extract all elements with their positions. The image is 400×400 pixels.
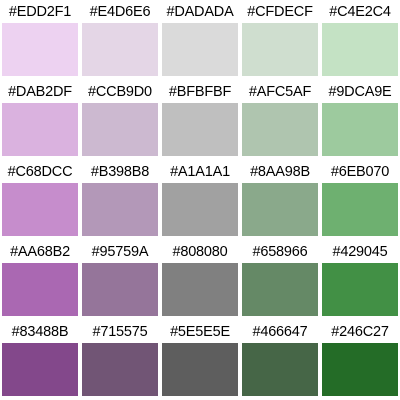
swatch-color-block — [322, 23, 398, 76]
swatch-cell: #246C27 — [320, 320, 400, 400]
swatch-cell: #AFC5AF — [240, 80, 320, 160]
swatch-color-block — [322, 183, 398, 236]
swatch-hex-label: #8AA98B — [250, 164, 310, 180]
swatch-cell: #95759A — [80, 240, 160, 320]
swatch-color-block — [162, 103, 238, 156]
swatch-cell: #E4D6E6 — [80, 0, 160, 80]
swatch-cell: #AA68B2 — [0, 240, 80, 320]
swatch-cell: #5E5E5E — [160, 320, 240, 400]
swatch-hex-label: #429045 — [332, 244, 388, 260]
swatch-color-block — [2, 343, 78, 396]
swatch-hex-label: #BFBFBF — [168, 84, 232, 100]
swatch-color-block — [82, 183, 158, 236]
swatch-hex-label: #B398B8 — [90, 164, 150, 180]
swatch-color-block — [2, 183, 78, 236]
swatch-hex-label: #AFC5AF — [248, 84, 312, 100]
swatch-hex-label: #466647 — [252, 324, 308, 340]
swatch-cell: #B398B8 — [80, 160, 160, 240]
swatch-hex-label: #715575 — [92, 324, 148, 340]
swatch-cell: #658966 — [240, 240, 320, 320]
swatch-cell: #CFDECF — [240, 0, 320, 80]
swatch-hex-label: #DADADA — [166, 4, 234, 20]
swatch-hex-label: #C68DCC — [7, 164, 73, 180]
swatch-hex-label: #83488B — [11, 324, 69, 340]
swatch-cell: #C4E2C4 — [320, 0, 400, 80]
swatch-hex-label: #CCB9D0 — [88, 84, 152, 100]
swatch-cell: #C68DCC — [0, 160, 80, 240]
swatch-color-block — [82, 343, 158, 396]
swatch-color-block — [162, 183, 238, 236]
swatch-color-block — [322, 343, 398, 396]
swatch-color-block — [162, 23, 238, 76]
swatch-hex-label: #E4D6E6 — [89, 4, 151, 20]
swatch-hex-label: #CFDECF — [247, 4, 313, 20]
swatch-color-block — [322, 103, 398, 156]
swatch-color-block — [82, 263, 158, 316]
swatch-hex-label: #EDD2F1 — [8, 4, 72, 20]
swatch-cell: #6EB070 — [320, 160, 400, 240]
swatch-cell: #83488B — [0, 320, 80, 400]
swatch-color-block — [242, 263, 318, 316]
swatch-cell: #9DCA9E — [320, 80, 400, 160]
swatch-cell: #8AA98B — [240, 160, 320, 240]
swatch-cell: #EDD2F1 — [0, 0, 80, 80]
swatch-color-block — [242, 183, 318, 236]
swatch-color-block — [82, 103, 158, 156]
swatch-cell: #466647 — [240, 320, 320, 400]
swatch-cell: #CCB9D0 — [80, 80, 160, 160]
swatch-hex-label: #808080 — [172, 244, 228, 260]
swatch-hex-label: #DAB2DF — [8, 84, 72, 100]
swatch-hex-label: #C4E2C4 — [329, 4, 391, 20]
swatch-hex-label: #6EB070 — [330, 164, 390, 180]
swatch-cell: #BFBFBF — [160, 80, 240, 160]
swatch-hex-label: #5E5E5E — [170, 324, 230, 340]
swatch-hex-label: #A1A1A1 — [170, 164, 230, 180]
swatch-hex-label: #AA68B2 — [10, 244, 70, 260]
swatch-hex-label: #95759A — [91, 244, 149, 260]
swatch-cell: #429045 — [320, 240, 400, 320]
swatch-color-block — [242, 23, 318, 76]
swatch-color-block — [242, 103, 318, 156]
swatch-color-block — [242, 343, 318, 396]
swatch-color-block — [162, 343, 238, 396]
swatch-color-block — [82, 23, 158, 76]
swatch-cell: #A1A1A1 — [160, 160, 240, 240]
swatch-cell: #DAB2DF — [0, 80, 80, 160]
swatch-cell: #715575 — [80, 320, 160, 400]
swatch-hex-label: #9DCA9E — [328, 84, 392, 100]
swatch-hex-label: #246C27 — [331, 324, 389, 340]
swatch-color-block — [2, 103, 78, 156]
swatch-color-block — [2, 23, 78, 76]
swatch-cell: #808080 — [160, 240, 240, 320]
swatch-hex-label: #658966 — [252, 244, 308, 260]
swatch-color-block — [162, 263, 238, 316]
swatch-color-block — [322, 263, 398, 316]
swatch-color-block — [2, 263, 78, 316]
swatch-cell: #DADADA — [160, 0, 240, 80]
